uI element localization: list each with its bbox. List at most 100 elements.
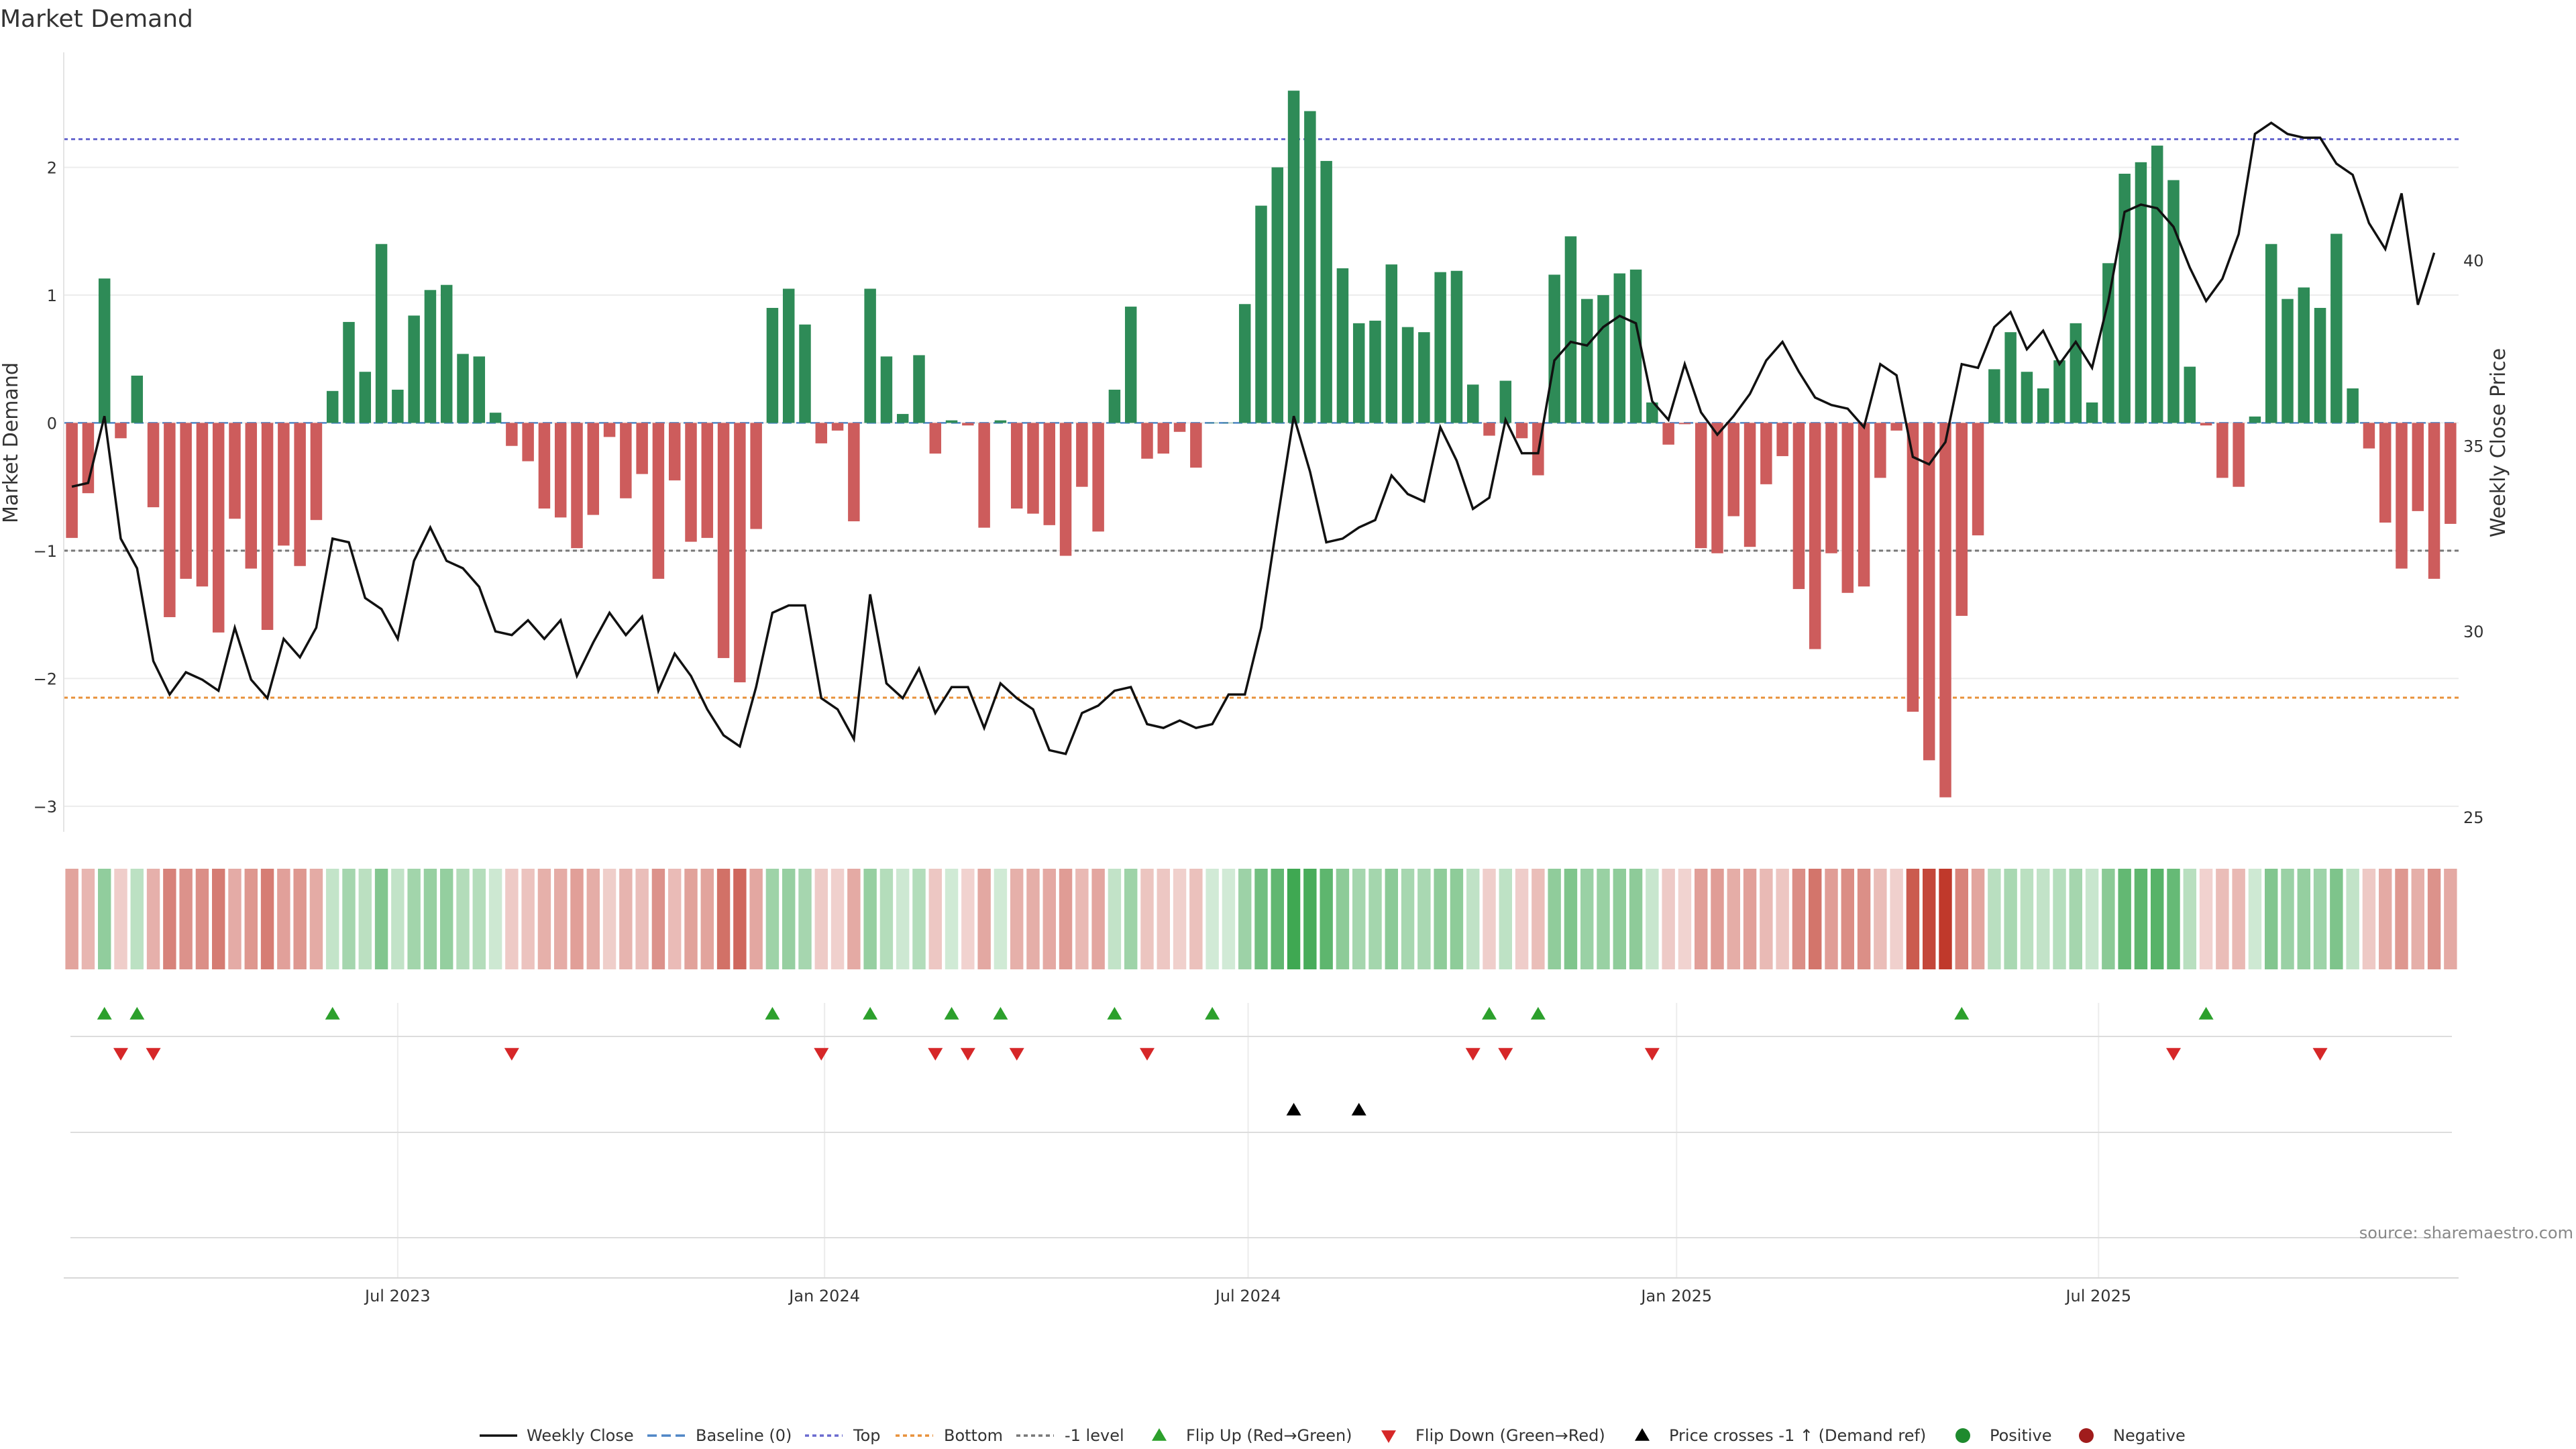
heatstrip-cell [1320, 869, 1333, 969]
axes [63, 52, 2459, 1279]
heatstrip-cell [537, 869, 551, 969]
heatstrip-cell [554, 869, 568, 969]
heatstrip-cell [342, 869, 356, 969]
x-tick-label: Jul 2025 [2064, 1287, 2131, 1305]
demand-bar [1548, 274, 1560, 423]
heatstrip-cell [1662, 869, 1675, 969]
y-tick-labels: 2 1 0 −1 −2 −3 [34, 158, 57, 816]
demand-bar [2070, 323, 2082, 423]
demand-bar [2233, 423, 2245, 487]
flip-up-marker [97, 1007, 112, 1020]
demand-bar [2445, 423, 2457, 524]
demand-bar [1157, 423, 1170, 454]
demand-bar [1939, 423, 1951, 798]
heatstrip-cell [521, 869, 535, 969]
demand-bar [1646, 402, 1658, 423]
demand-bar [815, 423, 828, 443]
demand-bar [1792, 423, 1805, 590]
demand-bar [2216, 423, 2229, 478]
flip-up-marker [993, 1007, 1008, 1020]
heatstrip-cell [570, 869, 584, 969]
event-markers [70, 1007, 2452, 1238]
heatstrip-cell [635, 869, 649, 969]
demand-bar [734, 423, 746, 683]
demand-bar [1466, 384, 1479, 423]
y2-tick-labels: 40 35 30 25 [2463, 252, 2484, 827]
flip-up-marker [1205, 1007, 1220, 1020]
demand-bar [1988, 369, 2000, 423]
heatstrip-cell [98, 869, 111, 969]
demand-bar [2102, 263, 2114, 423]
demand-bar [1401, 327, 1414, 423]
demand-bar [571, 423, 583, 549]
heatstrip-cell [423, 869, 437, 969]
heatstrip-cell [1776, 869, 1789, 969]
demand-bar [1304, 111, 1316, 423]
heatstrip-cell [1857, 869, 1871, 969]
legend-label: Weekly Close [527, 1426, 634, 1445]
demand-bar [1841, 423, 1854, 593]
demand-bar [294, 423, 306, 566]
heatstrip-cell [1091, 869, 1105, 969]
flip-down-marker [960, 1048, 975, 1061]
demand-bar [2282, 299, 2294, 423]
heatstrip-cell [1923, 869, 1936, 969]
demand-bar [1743, 423, 1756, 547]
heatstrip-cell [472, 869, 486, 969]
y2-tick-label: 30 [2463, 623, 2484, 641]
heatstrip-cell [1417, 869, 1431, 969]
heatstrip-cell [1906, 869, 1920, 969]
flip-down-marker [504, 1048, 519, 1061]
demand-bar [1613, 273, 1626, 423]
heatstrip-cell [1971, 869, 1985, 969]
heatstrip-cell [651, 869, 665, 969]
demand-bar [1564, 236, 1577, 423]
heatstrip-cell [1401, 869, 1415, 969]
legend-label: Bottom [944, 1426, 1003, 1445]
demand-bar [1124, 307, 1137, 423]
demand-bar [1483, 423, 1495, 436]
demand-bar [1255, 205, 1267, 423]
heatstrip-cell [505, 869, 519, 969]
demand-bar [1776, 423, 1788, 456]
heatstrip-cell [1189, 869, 1203, 969]
heatstrip-cell [1303, 869, 1317, 969]
heatstrip-cell [1483, 869, 1496, 969]
demand-bar [2021, 372, 2033, 423]
demand-bar [994, 420, 1007, 423]
heatstrip-cell [2037, 869, 2050, 969]
heatstrip-cell [2053, 869, 2066, 969]
heatstrip-cell [2069, 869, 2082, 969]
demand-bar [1597, 294, 1609, 423]
heatstrip-cell [163, 869, 176, 969]
demand-bar [750, 423, 762, 529]
flip-down-marker [146, 1048, 161, 1061]
heatstrip-cell [1597, 869, 1610, 969]
heatstrip-cell [1026, 869, 1040, 969]
x-tick-label: Jul 2024 [1214, 1287, 1281, 1305]
heatstrip-cell [2118, 869, 2131, 969]
heatstrip-cell [114, 869, 127, 969]
demand-bar [1907, 423, 1919, 712]
heatstrip-cell [488, 869, 502, 969]
demand-bar [147, 423, 160, 508]
demand-bar [1010, 423, 1023, 509]
heatstrip-cell [602, 869, 616, 969]
flip-down-marker [814, 1048, 829, 1061]
y-tick-label: −3 [34, 798, 57, 816]
demand-bar [978, 423, 990, 528]
heatstrip-cell [1515, 869, 1529, 969]
demand-bar [375, 244, 388, 423]
heatstrip-cell [2411, 869, 2424, 969]
demand-bar [2347, 388, 2359, 423]
demand-bar [212, 423, 225, 633]
demand-bar [1858, 423, 1870, 587]
heatstrip-cell [994, 869, 1008, 969]
demand-bar [278, 423, 290, 546]
demand-bar [2379, 423, 2392, 523]
demand-bar [2086, 402, 2098, 423]
demand-bar [522, 423, 534, 462]
flip-down-marker [1009, 1048, 1024, 1061]
flip-down-marker [1498, 1048, 1513, 1061]
heatstrip-cell [2395, 869, 2408, 969]
